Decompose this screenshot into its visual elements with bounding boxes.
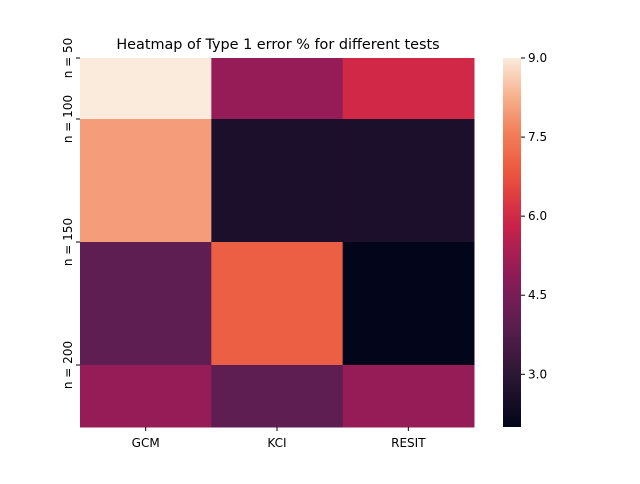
heatmap-cell [342, 119, 475, 243]
heatmap-cell [342, 365, 475, 428]
heatmap-cell [342, 58, 475, 120]
x-axis-ticks: GCM KCI RESIT [132, 427, 426, 450]
heatmap-cell [80, 119, 212, 243]
heatmap-cell [80, 242, 212, 366]
x-tick-label: RESIT [391, 436, 426, 450]
x-tick-label: KCI [267, 436, 286, 450]
heatmap-cells [80, 58, 475, 428]
colorbar-tick-label: 3.0 [528, 367, 547, 381]
colorbar-tick-label: 7.5 [528, 130, 547, 144]
chart-title: Heatmap of Type 1 error % for different … [116, 37, 439, 53]
y-tick-label: n = 50 [61, 38, 75, 79]
heatmap-cell [80, 365, 212, 428]
y-axis-ticks: n = 50 n = 100 n = 150 n = 200 [61, 38, 80, 389]
heatmap-cell [211, 58, 344, 120]
heatmap-cell [211, 242, 344, 366]
x-tick-label: GCM [132, 436, 160, 450]
heatmap-cell [211, 365, 344, 428]
y-tick-label: n = 150 [61, 218, 75, 266]
colorbar-tick-label: 4.5 [528, 288, 547, 302]
heatmap-cell [80, 58, 212, 120]
colorbar-tick-label: 9.0 [528, 51, 547, 65]
colorbar [503, 58, 521, 427]
heatmap-cell [211, 119, 344, 243]
y-tick-label: n = 100 [61, 95, 75, 143]
heatmap-cell [342, 242, 475, 366]
colorbar-ticks: 9.0 7.5 6.0 4.5 3.0 [521, 51, 547, 381]
colorbar-tick-label: 6.0 [528, 209, 547, 223]
y-tick-label: n = 200 [61, 341, 75, 389]
